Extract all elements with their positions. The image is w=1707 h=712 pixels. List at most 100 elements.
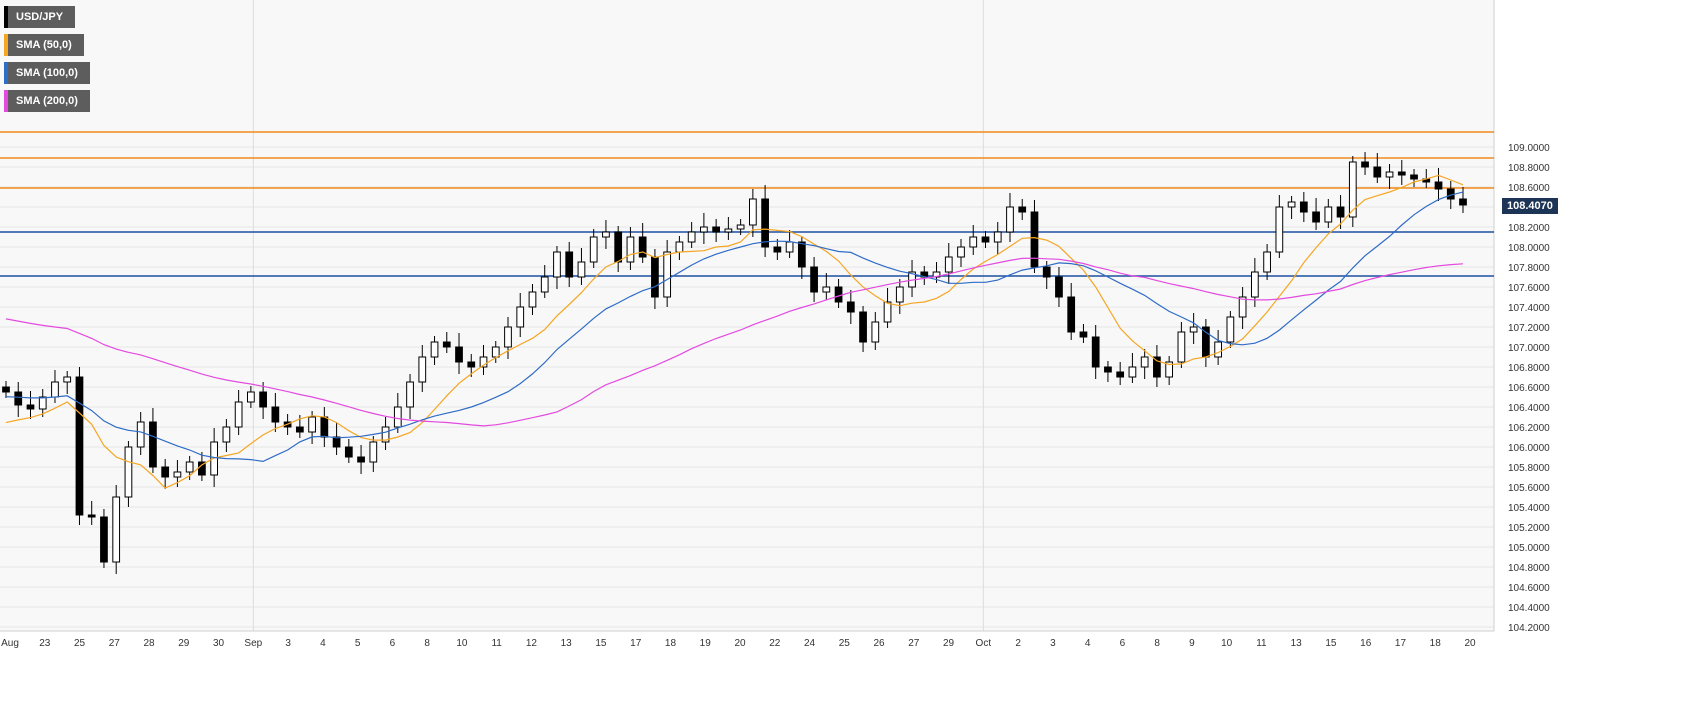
x-tick-label: 5 [355,638,361,649]
candle-body [357,456,365,463]
y-tick-label: 109.0000 [1508,143,1550,154]
x-tick-label: 6 [1120,638,1126,649]
x-tick-label: 4 [1085,638,1091,649]
candle-body [1030,211,1039,268]
candle-body [1434,181,1443,190]
candle-body [969,236,978,248]
candle-body [234,401,243,428]
candle-body [14,391,23,406]
y-tick-label: 105.8000 [1508,463,1550,474]
legend-label-sma200: SMA (200,0) [8,90,90,112]
candle-body [87,514,96,518]
y-tick-label: 105.4000 [1508,503,1550,514]
x-tick-label: 26 [873,638,885,649]
legend-label-usdjpy: USD/JPY [8,6,76,28]
x-tick-label: 4 [320,638,326,649]
candle-body [834,286,843,303]
candle-body [883,301,892,323]
candle-body [161,466,170,478]
candle-body [320,416,329,438]
candle-body [895,286,904,303]
candle-body [1202,326,1210,358]
candle-body [75,376,84,516]
current-price-badge: 108.4070 [1502,198,1558,215]
candle-body [1287,201,1296,208]
x-tick-label: Oct [976,638,992,649]
candle-body [602,231,610,238]
candle-body [1336,206,1345,218]
candle-body [993,231,1002,243]
candle-body [871,321,880,343]
candle-body [185,461,194,473]
candle-body [1361,161,1369,168]
x-tick-label: Sep [244,638,262,649]
candle-body [1153,356,1161,378]
candle-body [1263,251,1271,273]
legend-item-usdjpy[interactable]: USD/JPY [4,6,90,28]
candle-body [38,396,47,410]
candle-body [553,251,561,278]
candle-body [1214,341,1222,358]
candle-body [1459,198,1467,206]
candle-body [1324,206,1333,223]
candle-body [736,224,745,230]
candle-body [124,446,133,498]
candle-body [626,236,635,263]
candle-body [149,421,157,468]
y-tick-label: 108.0000 [1508,243,1550,254]
x-tick-label: 18 [665,638,677,649]
candle-body [381,426,390,443]
x-tick-label: 22 [769,638,781,649]
candle-body [1226,316,1235,343]
candle-body [430,341,439,358]
x-tick-label: 20 [1464,638,1476,649]
legend-swatch-sma100 [4,62,8,84]
candle-body [785,241,794,253]
sma-200-line [5,257,1464,427]
candle-body [1055,276,1063,298]
legend: USD/JPY SMA (50,0) SMA (100,0) SMA (200,… [4,6,90,118]
x-tick-label: 29 [943,638,955,649]
candle-body [651,256,659,298]
candle-body [442,341,451,348]
candle-body [1385,171,1394,178]
candle-body [1165,361,1174,378]
candle-body [638,236,647,258]
x-tick-label: 8 [424,638,430,649]
x-tick-label: 9 [1189,638,1195,649]
candle-body [1397,171,1406,176]
legend-item-sma50[interactable]: SMA (50,0) [4,34,90,56]
y-tick-label: 104.4000 [1508,603,1550,614]
x-tick-label: 19 [700,638,712,649]
y-tick-label: 106.2000 [1508,423,1550,434]
candle-body [700,226,708,233]
y-tick-label: 106.4000 [1508,403,1550,414]
candle-body [1312,211,1320,223]
legend-item-sma200[interactable]: SMA (200,0) [4,90,90,112]
y-tick-label: 106.0000 [1508,443,1550,454]
candle-body [393,406,402,428]
candle-body [418,356,427,383]
legend-item-sma100[interactable]: SMA (100,0) [4,62,90,84]
candle-body [271,406,280,423]
candle-body [51,381,59,398]
x-tick-label: 3 [285,638,291,649]
candle-body [455,346,463,363]
x-tick-label: 29 [178,638,190,649]
y-tick-label: 105.6000 [1508,483,1550,494]
candle-body [944,256,953,273]
candle-body [1177,331,1186,363]
candle-body [479,356,488,368]
legend-swatch-sma200 [4,90,8,112]
x-tick-label: 10 [1221,638,1233,649]
candle-body [724,228,733,233]
candle-body [846,301,855,313]
x-tick-label: 12 [526,638,538,649]
x-tick-label: 25 [839,638,851,649]
candle-body [712,226,721,233]
candle-body [822,286,831,293]
candle-body [247,391,255,403]
candle-body [761,198,769,248]
y-tick-label: 105.2000 [1508,523,1550,534]
